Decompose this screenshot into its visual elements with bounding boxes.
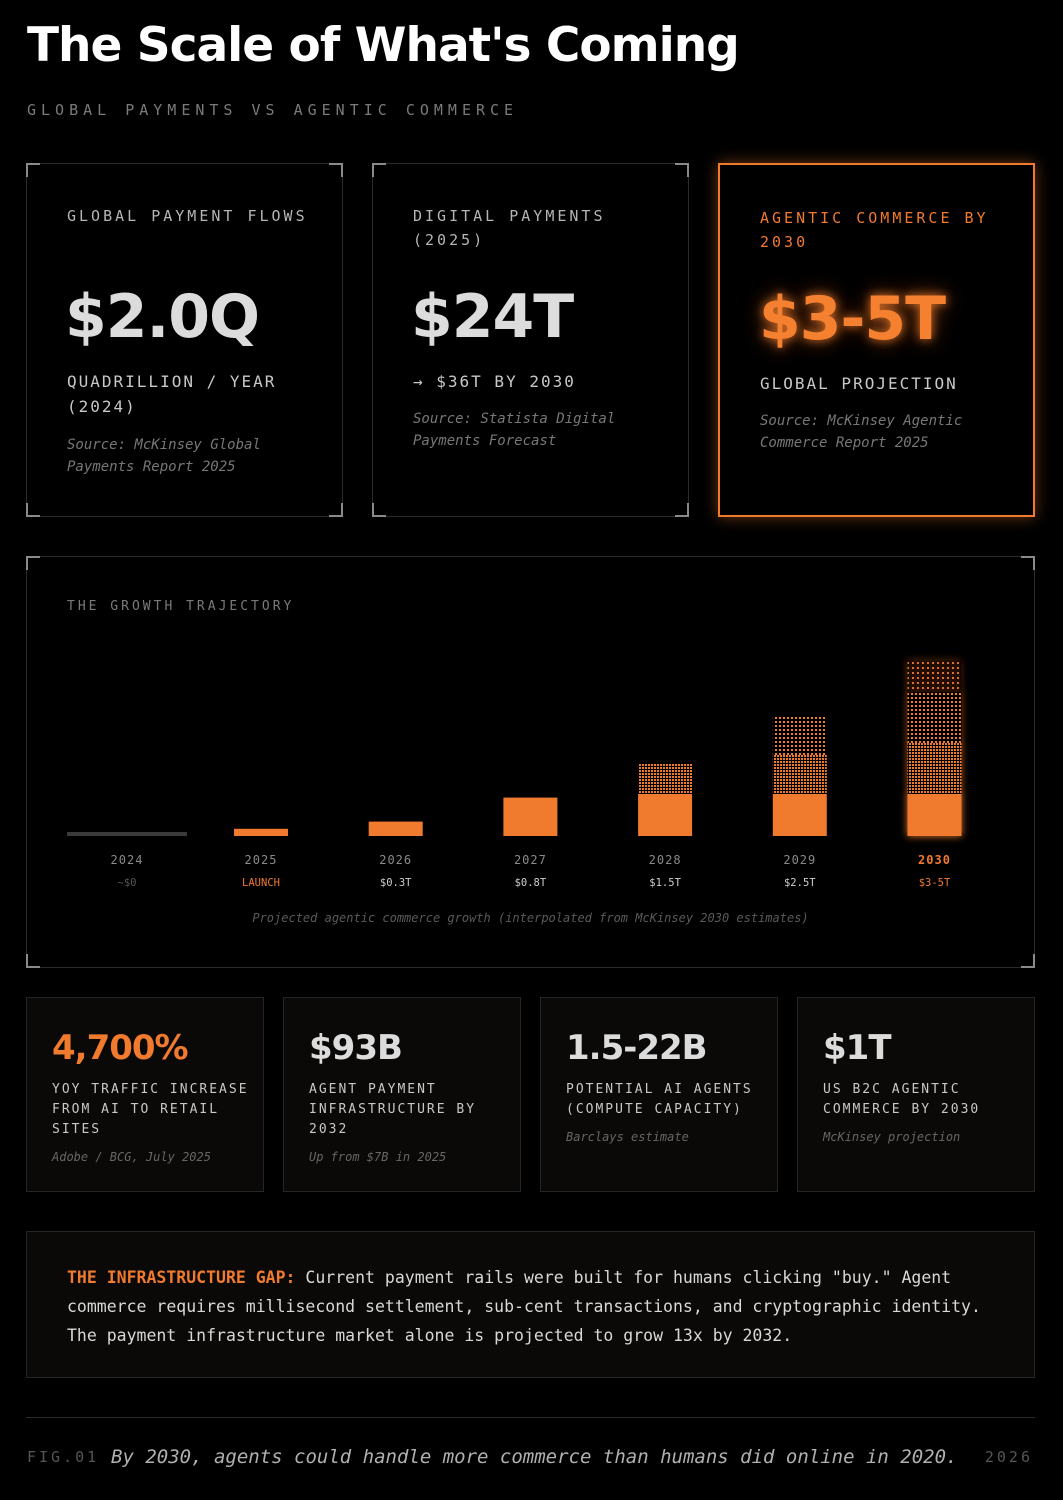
chart-value-label: $0.8T: [515, 877, 547, 889]
metric-value: $93B: [309, 1028, 403, 1068]
card-source: Source: McKinsey Global Payments Report …: [67, 437, 261, 475]
card-label: DIGITAL PAYMENTS (2025): [413, 207, 606, 249]
figure-number: FIG.01: [27, 1448, 100, 1466]
footer-year: 2026: [984, 1448, 1033, 1466]
chart-year-label: 2024: [111, 853, 144, 867]
chart-year-label: 2028: [649, 853, 682, 867]
metric-source: Adobe / BCG, July 2025: [52, 1150, 211, 1164]
chart-bar-2027: [503, 797, 558, 836]
chart-value-label: ~$0: [118, 877, 137, 889]
chart-year-label: 2027: [514, 853, 547, 867]
metric-payment-infrastructure: $93B AGENT PAYMENT INFRASTRUCTURE BY 203…: [283, 997, 521, 1192]
corner-bracket: [329, 503, 343, 517]
metric-value: 4,700%: [52, 1028, 189, 1068]
chart-bar-2029: [772, 716, 827, 836]
card-desc: QUADRILLION / YEAR (2024): [67, 372, 277, 416]
footer-divider: [26, 1417, 1035, 1418]
card-label: GLOBAL PAYMENT FLOWS: [67, 207, 308, 225]
figure-caption: By 2030, agents could handle more commer…: [111, 1446, 958, 1468]
page-title: The Scale of What's Coming: [27, 18, 740, 73]
chart-year-label: 2029: [783, 853, 816, 867]
corner-bracket: [26, 503, 40, 517]
growth-bar-chart: 2024 ~$0 2025 LAUNCH 2026 $0.3T 2027 $0.8T 2028 $…: [67, 660, 962, 889]
growth-chart-panel: THE GROWTH TRAJECTORY 2024 ~$0 2025 LAUNCH 2…: [26, 556, 1035, 968]
metric-us-b2c: $1T US B2C AGENTIC COMMERCE BY 2030 McKi…: [797, 997, 1035, 1192]
chart-note: Projected agentic commerce growth (inter…: [252, 911, 809, 925]
infrastructure-gap-callout: THE INFRASTRUCTURE GAP: Current payment …: [26, 1231, 1035, 1378]
chart-year-label: 2026: [379, 853, 412, 867]
chart-value-label: $2.5T: [784, 877, 816, 889]
metric-value: 1.5-22B: [566, 1028, 708, 1068]
chart-year-label: 2030: [918, 853, 951, 867]
metric-desc: YOY TRAFFIC INCREASE FROM AI TO RETAIL S…: [52, 1082, 249, 1137]
metric-source: Up from $7B in 2025: [309, 1150, 447, 1164]
stat-card-agentic-commerce: AGENTIC COMMERCE BY 2030 $3-5T GLOBAL PR…: [718, 163, 1035, 517]
chart-bar-2024: [67, 832, 187, 836]
metric-source: McKinsey projection: [823, 1130, 961, 1144]
stat-card-digital-payments: DIGITAL PAYMENTS (2025) $24T → $36T BY 2…: [372, 163, 689, 517]
gap-heading: THE INFRASTRUCTURE GAP:: [67, 1268, 296, 1287]
card-value: $24T: [411, 282, 574, 352]
chart-bar-2028: [638, 764, 693, 836]
chart-year-label: 2025: [245, 853, 278, 867]
card-source: Source: McKinsey Agentic Commerce Report…: [760, 413, 963, 451]
corner-bracket: [1021, 954, 1035, 968]
page-subtitle: GLOBAL PAYMENTS VS AGENTIC COMMERCE: [27, 101, 519, 119]
metric-traffic-increase: 4,700% YOY TRAFFIC INCREASE FROM AI TO R…: [26, 997, 264, 1192]
metric-value: $1T: [823, 1028, 892, 1068]
chart-value-label: $3-5T: [919, 877, 951, 889]
corner-bracket: [372, 163, 386, 177]
chart-bar-2030: [907, 660, 962, 836]
card-source: Source: Statista Digital Payments Foreca…: [413, 411, 616, 449]
metric-desc: US B2C AGENTIC COMMERCE BY 2030: [823, 1082, 981, 1117]
metric-desc: AGENT PAYMENT INFRASTRUCTURE BY 2032: [309, 1082, 477, 1137]
card-value: $2.0Q: [65, 282, 260, 352]
card-desc: GLOBAL PROJECTION: [760, 374, 958, 393]
corner-bracket: [675, 503, 689, 517]
corner-bracket: [26, 556, 40, 570]
gap-paragraph: THE INFRASTRUCTURE GAP: Current payment …: [67, 1263, 1002, 1350]
gap-text: Current payment rails were built for hum…: [67, 1268, 981, 1345]
corner-bracket: [675, 163, 689, 177]
metric-ai-agents: 1.5-22B POTENTIAL AI AGENTS (COMPUTE CAP…: [540, 997, 778, 1192]
chart-title: THE GROWTH TRAJECTORY: [67, 599, 295, 614]
corner-bracket: [26, 954, 40, 968]
corner-bracket: [26, 163, 40, 177]
corner-bracket: [1021, 556, 1035, 570]
stat-card-global-payments: GLOBAL PAYMENT FLOWS $2.0Q QUADRILLION /…: [26, 163, 343, 517]
chart-bar-2026: [368, 821, 423, 836]
corner-bracket: [372, 503, 386, 517]
card-desc: → $36T BY 2030: [413, 372, 576, 391]
corner-bracket: [329, 163, 343, 177]
chart-bar-2025: [234, 828, 288, 836]
metric-desc: POTENTIAL AI AGENTS (COMPUTE CAPACITY): [566, 1082, 753, 1117]
card-value: $3-5T: [759, 284, 946, 354]
chart-value-label: LAUNCH: [242, 877, 280, 889]
metric-source: Barclays estimate: [566, 1130, 689, 1144]
card-label: AGENTIC COMMERCE BY 2030: [760, 209, 989, 251]
chart-value-label: $0.3T: [380, 877, 412, 889]
chart-value-label: $1.5T: [649, 877, 681, 889]
